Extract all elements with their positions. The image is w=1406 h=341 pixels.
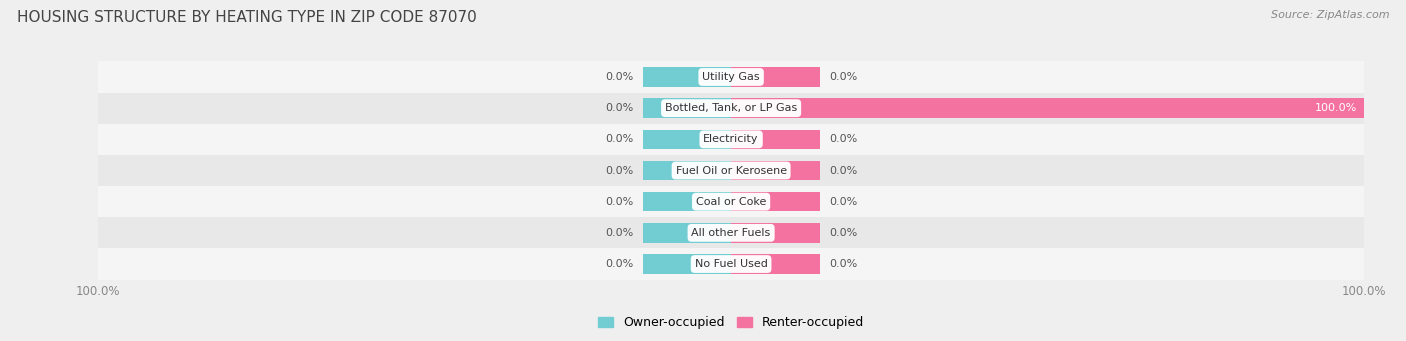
Text: Electricity: Electricity (703, 134, 759, 144)
Text: HOUSING STRUCTURE BY HEATING TYPE IN ZIP CODE 87070: HOUSING STRUCTURE BY HEATING TYPE IN ZIP… (17, 10, 477, 25)
Bar (731, 192, 820, 211)
Bar (643, 223, 731, 242)
Bar (731, 161, 820, 180)
Bar (731, 67, 820, 87)
Text: 0.0%: 0.0% (605, 134, 633, 144)
Text: 0.0%: 0.0% (830, 165, 858, 176)
Text: 0.0%: 0.0% (830, 72, 858, 82)
Bar (643, 130, 731, 149)
Text: No Fuel Used: No Fuel Used (695, 259, 768, 269)
Bar (731, 130, 820, 149)
Bar (731, 254, 820, 274)
Bar (643, 161, 731, 180)
Text: 0.0%: 0.0% (830, 134, 858, 144)
Text: 0.0%: 0.0% (605, 228, 633, 238)
Bar (98, 92, 1364, 124)
Text: Utility Gas: Utility Gas (703, 72, 759, 82)
Text: 0.0%: 0.0% (830, 259, 858, 269)
Text: 100.0%: 100.0% (1315, 103, 1358, 113)
Text: 0.0%: 0.0% (605, 259, 633, 269)
Text: 0.0%: 0.0% (830, 197, 858, 207)
Text: Coal or Coke: Coal or Coke (696, 197, 766, 207)
Bar (731, 223, 820, 242)
Bar (643, 99, 731, 118)
Text: Bottled, Tank, or LP Gas: Bottled, Tank, or LP Gas (665, 103, 797, 113)
Text: All other Fuels: All other Fuels (692, 228, 770, 238)
Text: 0.0%: 0.0% (605, 103, 633, 113)
Bar (643, 192, 731, 211)
Bar (98, 155, 1364, 186)
Text: 0.0%: 0.0% (605, 197, 633, 207)
Text: 0.0%: 0.0% (605, 72, 633, 82)
Bar (98, 249, 1364, 280)
Legend: Owner-occupied, Renter-occupied: Owner-occupied, Renter-occupied (593, 311, 869, 335)
Bar (731, 99, 1364, 118)
Bar (98, 217, 1364, 249)
Bar (643, 254, 731, 274)
Text: 0.0%: 0.0% (605, 165, 633, 176)
Text: 0.0%: 0.0% (830, 228, 858, 238)
Bar (98, 186, 1364, 217)
Text: Source: ZipAtlas.com: Source: ZipAtlas.com (1271, 10, 1389, 20)
Bar (643, 67, 731, 87)
Text: Fuel Oil or Kerosene: Fuel Oil or Kerosene (675, 165, 787, 176)
Bar (98, 61, 1364, 92)
Bar (98, 124, 1364, 155)
